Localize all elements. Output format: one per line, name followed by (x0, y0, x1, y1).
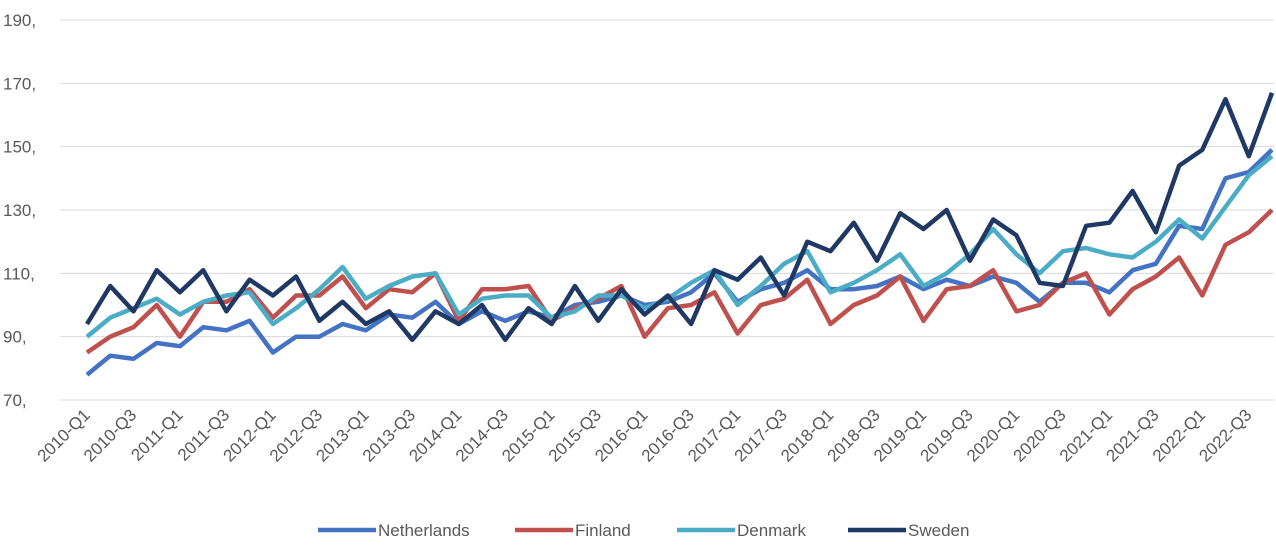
y-tick-label: 130, (3, 201, 36, 220)
y-tick-label: 190, (3, 11, 36, 30)
y-tick-label: 70, (3, 391, 27, 410)
series-line (85, 208, 1274, 355)
y-tick-label: 170, (3, 74, 36, 93)
series-line (85, 154, 1274, 339)
legend-label: Sweden (908, 521, 969, 540)
legend-label: Finland (575, 521, 631, 540)
y-tick-label: 110, (3, 264, 35, 283)
y-tick-label: 150, (3, 138, 36, 157)
legend-label: Netherlands (378, 521, 470, 540)
series-line (85, 148, 1274, 377)
legend-label: Denmark (737, 521, 806, 540)
series-line (85, 92, 1275, 343)
y-tick-label: 90, (3, 328, 27, 347)
